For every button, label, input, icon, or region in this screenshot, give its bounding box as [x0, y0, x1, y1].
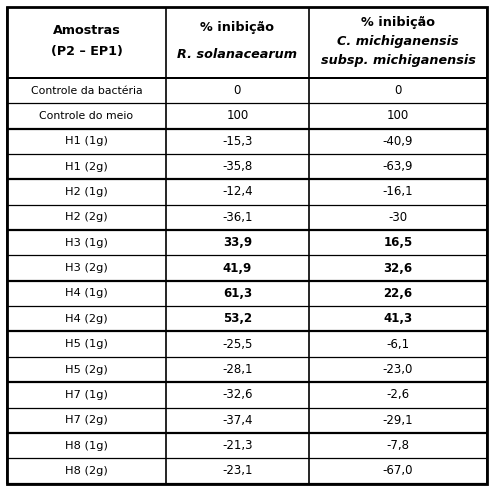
Bar	[7, 306, 487, 331]
Text: 41,9: 41,9	[223, 262, 252, 274]
Text: H3 (1g): H3 (1g)	[65, 238, 108, 247]
Bar	[7, 78, 487, 103]
Text: H3 (2g): H3 (2g)	[65, 263, 108, 273]
Bar	[7, 154, 487, 179]
Bar	[7, 382, 487, 408]
Text: R. solanacearum: R. solanacearum	[177, 49, 297, 61]
Bar	[7, 230, 487, 255]
Bar	[7, 205, 487, 230]
Text: 100: 100	[387, 109, 409, 122]
Text: -12,4: -12,4	[222, 186, 253, 198]
Text: -37,4: -37,4	[222, 414, 252, 427]
Text: -15,3: -15,3	[222, 135, 252, 148]
Text: H5 (1g): H5 (1g)	[65, 339, 108, 349]
Text: H7 (1g): H7 (1g)	[65, 390, 108, 400]
Text: Amostras: Amostras	[52, 24, 121, 37]
Text: C. michiganensis: C. michiganensis	[337, 35, 459, 48]
Text: H2 (1g): H2 (1g)	[65, 187, 108, 197]
Text: -32,6: -32,6	[222, 388, 252, 401]
Text: -7,8: -7,8	[386, 439, 410, 452]
Bar	[7, 7, 487, 78]
Text: -35,8: -35,8	[222, 160, 252, 173]
Text: Controle da bactéria: Controle da bactéria	[31, 85, 142, 96]
Text: -36,1: -36,1	[222, 211, 252, 224]
Text: -16,1: -16,1	[383, 186, 413, 198]
Bar	[7, 129, 487, 154]
Text: 0: 0	[394, 84, 402, 97]
Text: H8 (2g): H8 (2g)	[65, 466, 108, 476]
Text: H1 (1g): H1 (1g)	[65, 136, 108, 146]
Bar	[7, 408, 487, 433]
Bar	[7, 103, 487, 129]
Bar	[7, 331, 487, 357]
Bar	[7, 357, 487, 382]
Text: -40,9: -40,9	[383, 135, 413, 148]
Text: 16,5: 16,5	[383, 236, 412, 249]
Text: (P2 – EP1): (P2 – EP1)	[50, 45, 123, 58]
Text: -23,0: -23,0	[383, 363, 413, 376]
Text: -21,3: -21,3	[222, 439, 252, 452]
Bar	[7, 179, 487, 205]
Text: -2,6: -2,6	[386, 388, 410, 401]
Text: H8 (1g): H8 (1g)	[65, 440, 108, 451]
Text: Controle do meio: Controle do meio	[40, 111, 133, 121]
Text: % inibição: % inibição	[201, 22, 274, 34]
Text: -6,1: -6,1	[386, 338, 410, 351]
Bar	[7, 433, 487, 458]
Text: H7 (2g): H7 (2g)	[65, 415, 108, 425]
Text: H4 (2g): H4 (2g)	[65, 314, 108, 324]
Text: -30: -30	[388, 211, 408, 224]
Text: 61,3: 61,3	[223, 287, 252, 300]
Bar	[7, 458, 487, 484]
Text: subsp. michiganensis: subsp. michiganensis	[321, 54, 475, 67]
Text: -28,1: -28,1	[222, 363, 252, 376]
Text: 41,3: 41,3	[383, 312, 412, 325]
Text: H2 (2g): H2 (2g)	[65, 212, 108, 222]
Bar	[7, 281, 487, 306]
Bar	[7, 255, 487, 281]
Text: 32,6: 32,6	[383, 262, 412, 274]
Text: -29,1: -29,1	[383, 414, 413, 427]
Text: H5 (2g): H5 (2g)	[65, 364, 108, 375]
Text: 33,9: 33,9	[223, 236, 252, 249]
Text: 53,2: 53,2	[223, 312, 252, 325]
Text: 100: 100	[226, 109, 248, 122]
Text: H4 (1g): H4 (1g)	[65, 288, 108, 299]
Text: 22,6: 22,6	[383, 287, 412, 300]
Text: -67,0: -67,0	[383, 464, 413, 477]
Text: -25,5: -25,5	[222, 338, 252, 351]
Text: -63,9: -63,9	[383, 160, 413, 173]
Text: 0: 0	[234, 84, 241, 97]
Text: H1 (2g): H1 (2g)	[65, 162, 108, 172]
Text: % inibição: % inibição	[361, 17, 435, 29]
Text: -23,1: -23,1	[222, 464, 252, 477]
